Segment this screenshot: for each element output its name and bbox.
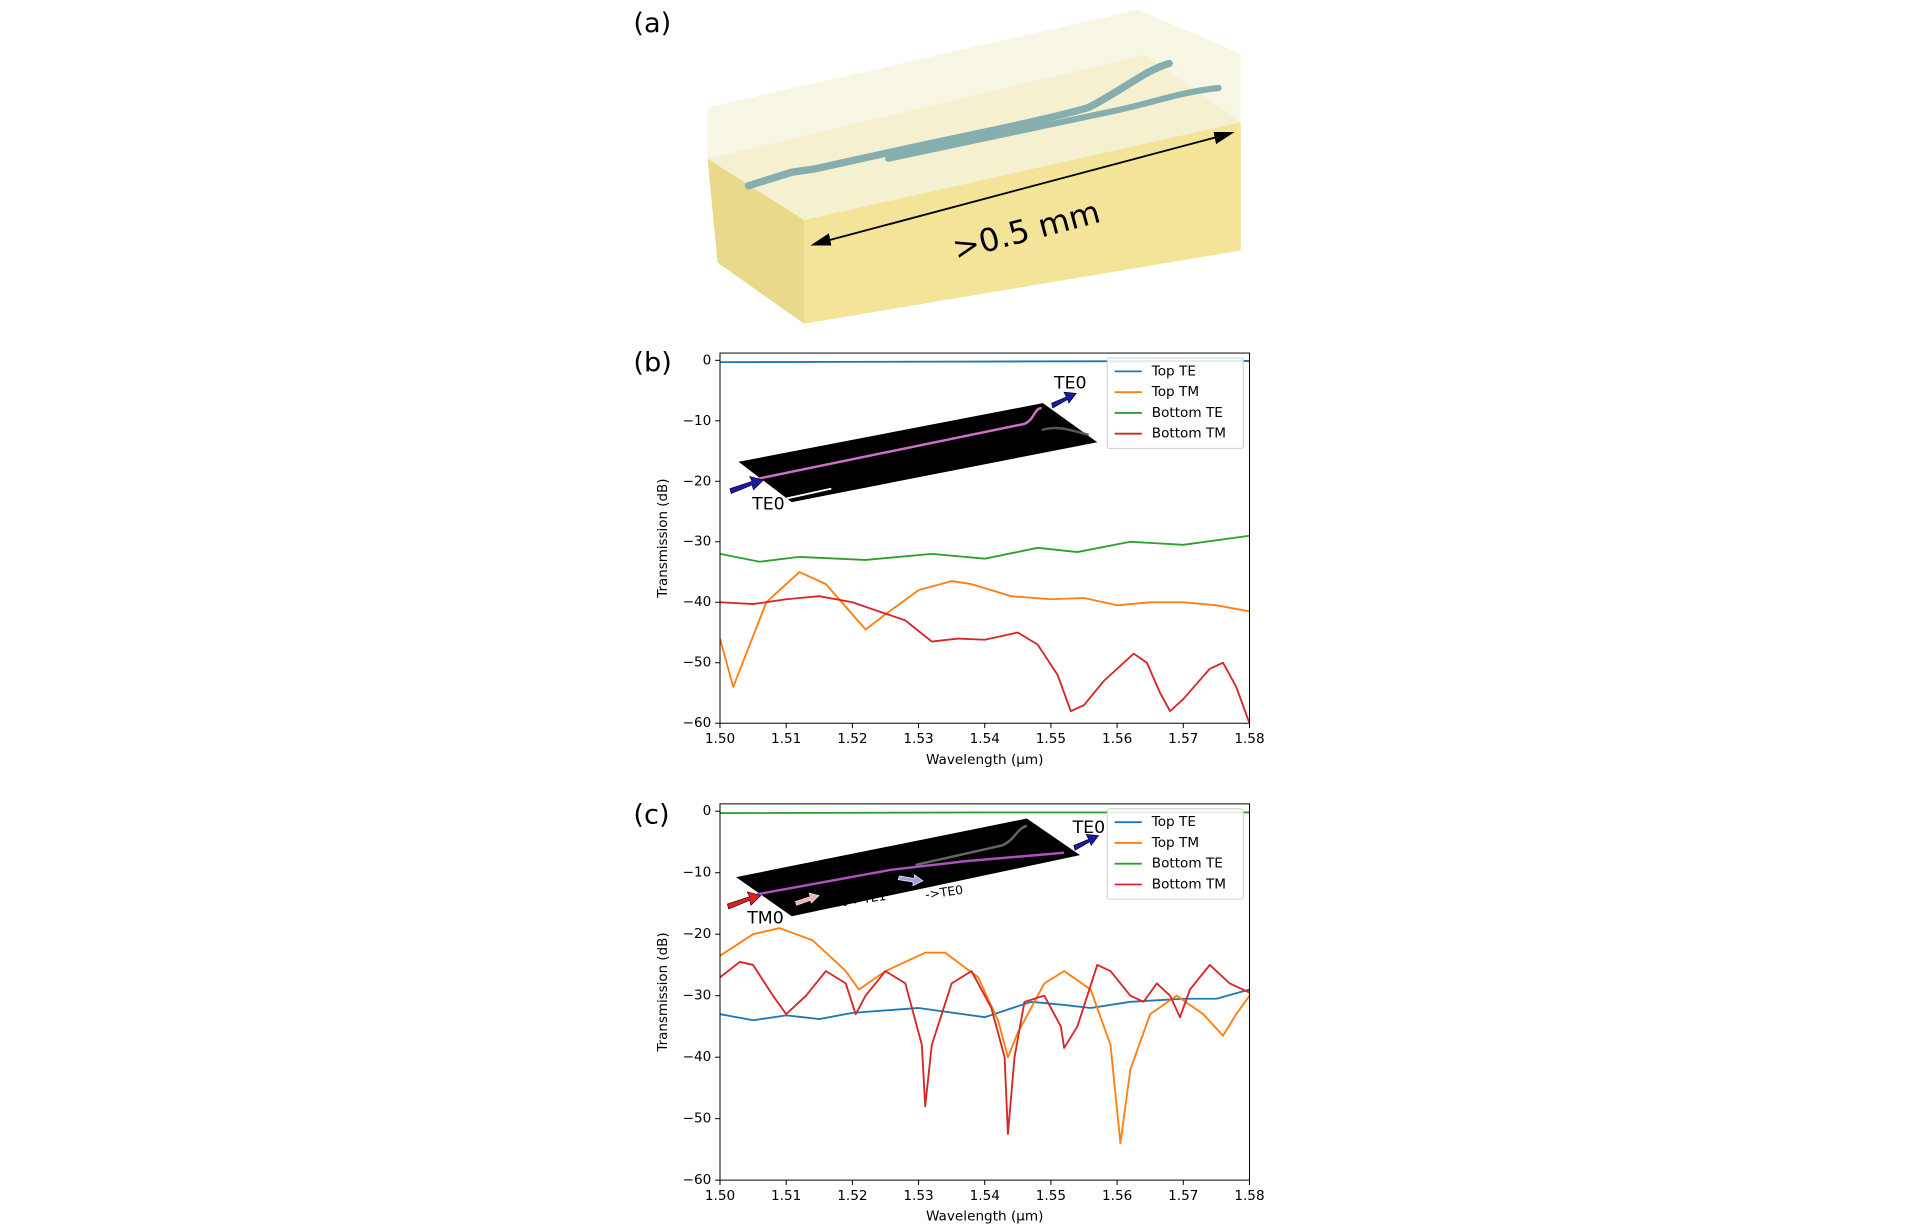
inset-image [727, 818, 1100, 917]
output-arrow [1073, 834, 1100, 851]
y-tick-label: −20 [683, 926, 712, 942]
y-tick-label: −50 [683, 655, 712, 671]
data-line [720, 571, 1250, 688]
panel-label: (c) [633, 800, 669, 831]
y-tick-label: −40 [683, 594, 712, 610]
inset-image [729, 391, 1098, 503]
waveguide [885, 84, 1222, 162]
legend-label: Top TM [1151, 384, 1199, 400]
legend-label: Top TE [1151, 363, 1196, 379]
input-arrow [729, 475, 764, 494]
annotation: ->TE0 [924, 883, 964, 902]
x-tick-label: 1.53 [903, 731, 933, 747]
y-tick-label: −20 [683, 473, 712, 489]
y-tick-label: −60 [683, 1172, 712, 1188]
arrow-head [1213, 131, 1235, 145]
legend-label: Bottom TE [1152, 405, 1223, 421]
legend-label: Top TM [1151, 835, 1199, 851]
device-illustration: >0.5 mm [707, 9, 1241, 324]
mode-arrow [897, 874, 924, 887]
y-tick-label: −30 [683, 988, 712, 1004]
legend-label: Top TE [1151, 814, 1196, 830]
x-tick-label: 1.51 [771, 1188, 801, 1204]
y-tick-label: 0 [703, 352, 712, 368]
inset-background [738, 403, 1098, 503]
x-tick-label: 1.54 [970, 1188, 1000, 1204]
data-line [720, 960, 1250, 1135]
x-tick-label: 1.55 [1036, 731, 1066, 747]
x-tick-label: 1.57 [1168, 1188, 1198, 1204]
dimension-arrow [822, 134, 1223, 243]
x-tick-label: 1.52 [837, 731, 867, 747]
y-axis-label: Transmission (dB) [655, 932, 671, 1052]
legend-box [1106, 357, 1244, 449]
waveguide-trace [1041, 426, 1089, 437]
annotation: TE0 [1072, 818, 1106, 838]
legend-box [1106, 808, 1244, 900]
waveguide-trace [756, 851, 1065, 896]
y-tick-label: −40 [683, 1049, 712, 1065]
x-axis-label: Wavelength (μm) [926, 752, 1044, 768]
annotation: TE0 [1053, 374, 1087, 394]
annotation: TE0 [751, 495, 785, 515]
waveguide-trace [756, 406, 1042, 481]
plot-frame [719, 803, 1250, 1181]
data-line [720, 534, 1250, 563]
waveguide [744, 59, 1173, 190]
x-tick-label: 1.54 [970, 731, 1000, 747]
mode-arrow [795, 892, 820, 906]
cladding [707, 9, 1241, 220]
panel-label: (a) [633, 8, 671, 39]
x-tick-label: 1.56 [1102, 1188, 1132, 1204]
plot-frame [719, 352, 1250, 724]
x-tick-label: 1.52 [837, 1188, 867, 1204]
block-front-face [804, 122, 1241, 324]
data-line [720, 927, 1250, 1145]
x-tick-label: 1.51 [771, 731, 801, 747]
x-tick-label: 1.56 [1102, 731, 1132, 747]
input-arrow [727, 891, 762, 910]
legend-label: Bottom TE [1152, 856, 1223, 872]
x-tick-label: 1.55 [1036, 1188, 1066, 1204]
x-tick-label: 1.58 [1234, 1188, 1264, 1204]
x-tick-label: 1.50 [705, 731, 735, 747]
output-arrow [1051, 391, 1077, 409]
data-line [720, 595, 1250, 724]
y-axis-label: Transmission (dB) [655, 479, 671, 599]
y-tick-label: −10 [683, 865, 712, 881]
waveguide-trace [915, 824, 1028, 867]
block-end-face [707, 158, 805, 324]
legend-label: Bottom TM [1152, 877, 1226, 893]
scale-bar [786, 487, 832, 500]
x-tick-label: 1.53 [903, 1188, 933, 1204]
y-tick-label: 0 [703, 803, 712, 819]
annotation: TM0 [746, 909, 784, 929]
x-tick-label: 1.57 [1168, 731, 1198, 747]
y-tick-label: −30 [683, 534, 712, 550]
y-tick-label: −60 [683, 715, 712, 731]
y-tick-label: −10 [683, 413, 712, 429]
arrow-head [810, 233, 832, 246]
legend-label: Bottom TM [1152, 426, 1226, 442]
y-tick-label: −50 [683, 1111, 712, 1127]
x-tick-label: 1.58 [1234, 731, 1264, 747]
x-axis-label: Wavelength (μm) [926, 1209, 1044, 1225]
data-line [720, 988, 1250, 1022]
x-tick-label: 1.50 [705, 1188, 735, 1204]
panel-label: (b) [633, 348, 672, 379]
